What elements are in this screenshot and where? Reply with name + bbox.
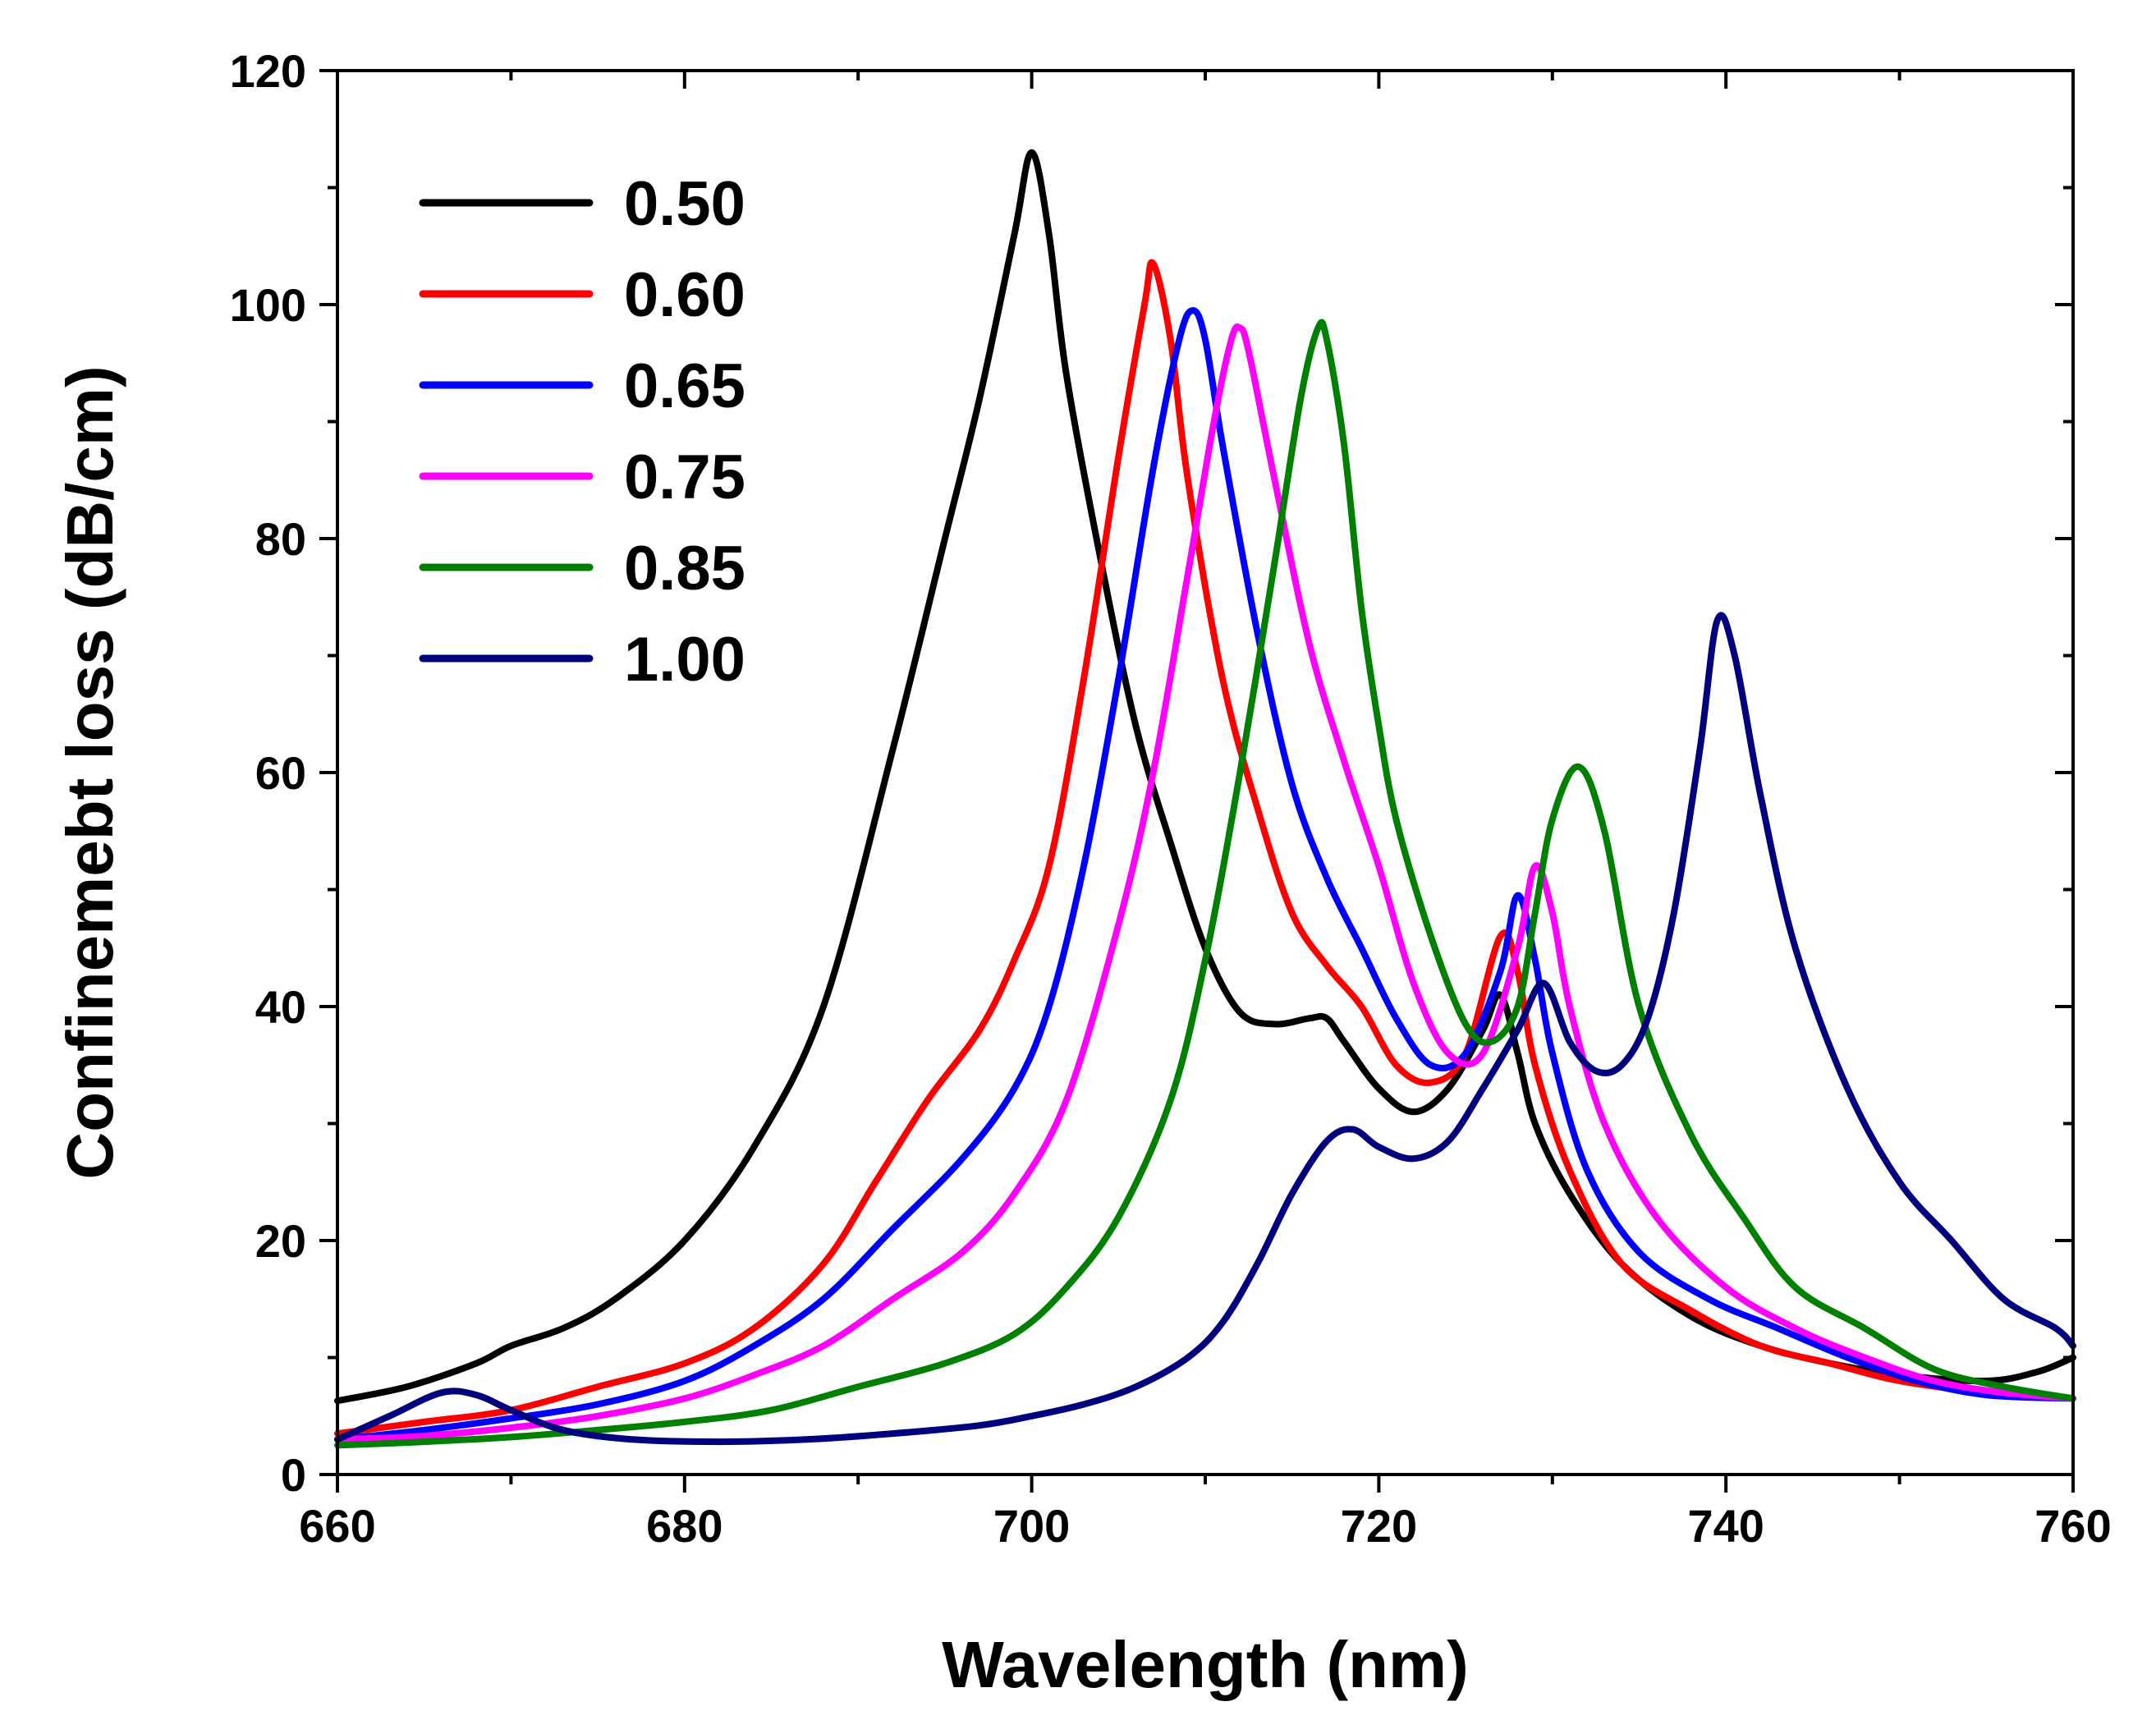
x-tick-label: 680 bbox=[646, 1500, 722, 1552]
y-tick-labels: 0 20 40 60 80 100 120 bbox=[230, 45, 306, 1501]
x-tick-label: 760 bbox=[2034, 1500, 2111, 1552]
y-axis-title: Confinemebt loss (dB/cm) bbox=[53, 365, 126, 1179]
y-tick-label: 80 bbox=[255, 513, 306, 565]
legend-label-0.75: 0.75 bbox=[624, 443, 745, 512]
series-line-0.60 bbox=[334, 259, 2076, 1438]
legend-label-1.00: 1.00 bbox=[624, 625, 745, 695]
y-tick-label: 0 bbox=[281, 1449, 306, 1501]
series-line-0.65 bbox=[334, 307, 2076, 1443]
series-line-0.85 bbox=[334, 319, 2076, 1449]
legend-label-0.85: 0.85 bbox=[624, 534, 745, 603]
y-tick-label: 60 bbox=[255, 747, 306, 799]
legend: 0.50 0.60 0.65 0.75 0.85 1.00 bbox=[419, 169, 745, 695]
axis-ticks bbox=[319, 69, 2075, 1493]
y-tick-label: 40 bbox=[255, 981, 306, 1033]
x-tick-labels: 660 680 700 720 740 760 bbox=[299, 1500, 2111, 1552]
legend-label-0.60: 0.60 bbox=[624, 260, 745, 330]
series-line-1.00 bbox=[334, 612, 2076, 1446]
legend-label-0.65: 0.65 bbox=[624, 351, 745, 421]
series-lines bbox=[334, 149, 2076, 1449]
x-tick-label: 660 bbox=[299, 1500, 375, 1552]
y-tick-label: 20 bbox=[255, 1215, 306, 1267]
x-axis-title: Wavelength (nm) bbox=[942, 1628, 1468, 1701]
plot-frame bbox=[336, 69, 2075, 1476]
series-line-0.75 bbox=[334, 323, 2076, 1443]
x-tick-label: 700 bbox=[993, 1500, 1070, 1552]
y-tick-label: 120 bbox=[230, 45, 306, 97]
y-tick-label: 100 bbox=[230, 279, 306, 331]
x-tick-label: 740 bbox=[1687, 1500, 1764, 1552]
legend-label-0.50: 0.50 bbox=[624, 169, 745, 239]
x-tick-label: 720 bbox=[1341, 1500, 1417, 1552]
